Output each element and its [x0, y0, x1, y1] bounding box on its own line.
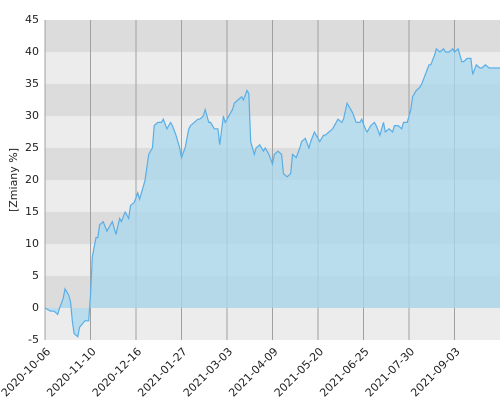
y-tick-label: 45 — [25, 13, 39, 26]
area — [45, 48, 500, 337]
y-tick-label: 40 — [25, 45, 39, 58]
y-tick-label: 30 — [25, 109, 39, 122]
y-axis-label: [Zmiany %] — [7, 148, 20, 212]
y-tick-label: 15 — [25, 205, 39, 218]
y-tick-label: 20 — [25, 173, 39, 186]
y-tick-label: 25 — [25, 141, 39, 154]
y-tick-label: 0 — [32, 301, 39, 314]
y-tick-label: 10 — [25, 237, 39, 250]
x-tick-label: 2021-09-03 — [408, 345, 462, 399]
y-tick-label: 35 — [25, 77, 39, 90]
y-tick-label: 5 — [32, 269, 39, 282]
y-tick-label: -5 — [28, 333, 39, 346]
line — [44, 47, 500, 338]
